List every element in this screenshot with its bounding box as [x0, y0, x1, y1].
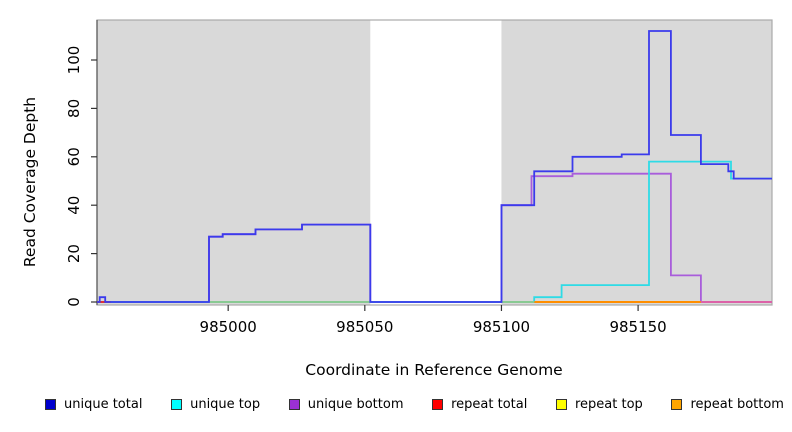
- repeat-bottom-swatch-icon: [671, 399, 683, 410]
- legend-item-repeat-top: repeat top: [556, 397, 643, 412]
- y-axis-title: Read Coverage Depth: [21, 96, 39, 268]
- legend-label: unique total: [64, 397, 143, 412]
- y-tick-label: 20: [65, 244, 83, 263]
- x-tick-label: 985100: [473, 318, 530, 336]
- x-axis-title: Coordinate in Reference Genome: [305, 361, 563, 379]
- legend-item-unique-bottom: unique bottom: [288, 397, 404, 412]
- legend-item-unique-top: unique top: [171, 397, 260, 412]
- y-tick-label: 80: [65, 99, 83, 118]
- legend-item-unique-total: unique total: [45, 397, 142, 412]
- legend-item-repeat-total: repeat total: [432, 397, 527, 412]
- unique-top-swatch-icon: [171, 399, 183, 410]
- legend-label: unique top: [190, 397, 261, 412]
- y-tick-label: 100: [65, 46, 83, 75]
- legend-label: unique bottom: [307, 397, 404, 412]
- legend-label: repeat bottom: [690, 397, 784, 412]
- unique-total-swatch-icon: [45, 399, 56, 410]
- legend-item-repeat-bottom: repeat bottom: [671, 397, 784, 412]
- y-tick-label: 60: [65, 147, 83, 166]
- repeat-top-swatch-icon: [556, 399, 567, 410]
- repeat-total-swatch-icon: [432, 399, 444, 410]
- legend-label: repeat top: [575, 397, 643, 412]
- legend-label: repeat total: [451, 397, 528, 412]
- shaded-region: [97, 20, 371, 305]
- series-unique-total: [97, 30, 772, 303]
- y-tick-label: 40: [65, 196, 83, 215]
- plot-legend: unique total unique top unique bottom re…: [45, 397, 784, 412]
- series-unique-top: [97, 160, 772, 303]
- y-tick-label: 0: [65, 297, 83, 307]
- x-tick-label: 985050: [336, 318, 393, 336]
- x-tick-label: 985000: [200, 318, 257, 336]
- unique-bottom-swatch-icon: [288, 399, 300, 410]
- x-tick-label: 985150: [609, 318, 666, 336]
